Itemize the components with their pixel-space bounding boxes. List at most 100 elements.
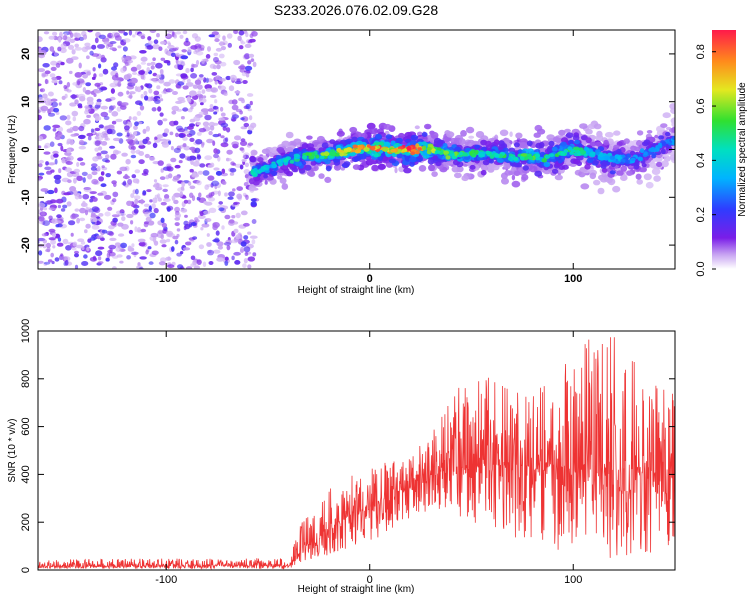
noise-cell (160, 168, 164, 173)
ridge-cell (345, 138, 353, 145)
noise-cell (180, 116, 185, 120)
noise-cell (89, 256, 98, 262)
noise-cell (180, 73, 188, 79)
noise-cell (215, 170, 223, 176)
noise-cell (66, 148, 72, 154)
noise-cell (38, 177, 42, 182)
noise-cell (180, 186, 185, 191)
noise-cell (84, 109, 89, 115)
noise-cell (239, 68, 246, 73)
noise-cell (150, 65, 155, 70)
ridge-cell (421, 132, 428, 137)
noise-cell (54, 257, 60, 262)
noise-cell (163, 81, 171, 87)
noise-cell (138, 102, 143, 106)
noise-cell (206, 138, 214, 144)
noise-cell (74, 72, 83, 78)
noise-cell (204, 184, 209, 190)
ridge-cell (288, 151, 296, 157)
noise-cell (214, 237, 220, 243)
ridge-cell (348, 152, 356, 157)
noise-cell (112, 198, 117, 203)
noise-cell (86, 71, 91, 76)
noise-cell (208, 34, 216, 38)
ridge-cell (513, 142, 520, 148)
noise-cell (175, 31, 182, 35)
noise-cell (44, 166, 52, 171)
noise-cell (217, 133, 222, 137)
noise-cell (152, 57, 156, 61)
noise-cell (226, 33, 233, 39)
noise-cell (145, 216, 152, 222)
noise-cell (94, 37, 99, 44)
ridge-cell (576, 143, 583, 149)
noise-cell (214, 99, 218, 104)
noise-cell (149, 156, 156, 161)
noise-cell (119, 260, 124, 264)
noise-cell (38, 244, 44, 248)
noise-cell (111, 214, 120, 218)
noise-cell (211, 72, 218, 76)
noise-cell (94, 127, 101, 132)
ridge-cell (449, 150, 454, 154)
ridge-cell (485, 150, 491, 155)
noise-cell (159, 176, 166, 181)
noise-cell (196, 121, 201, 126)
noise-cell (66, 201, 72, 207)
noise-cell (170, 52, 176, 57)
ridge-cell (346, 147, 352, 152)
noise-cell (168, 79, 176, 84)
ridge-cell (603, 139, 609, 146)
noise-cell (199, 163, 206, 168)
ridge-cell (613, 130, 621, 136)
noise-cell (146, 189, 152, 193)
noise-cell (189, 185, 196, 190)
noise-cell (179, 133, 184, 138)
noise-cell (147, 40, 153, 45)
noise-cell (134, 121, 139, 127)
noise-cell (171, 110, 177, 115)
noise-cell (74, 208, 80, 212)
noise-cell (55, 223, 63, 228)
ridge-cell (450, 137, 458, 144)
noise-cell (233, 30, 238, 35)
noise-cell (90, 166, 97, 171)
y-tick-label: 600 (20, 417, 32, 435)
noise-cell (75, 244, 84, 249)
noise-cell (240, 41, 246, 45)
noise-cell (134, 85, 138, 92)
noise-cell (98, 213, 104, 217)
noise-cell (178, 160, 183, 164)
ridge-cell (427, 158, 435, 165)
noise-cell (98, 124, 104, 129)
noise-cell (100, 237, 105, 242)
noise-cell (48, 215, 53, 221)
ridge-cell (451, 155, 456, 159)
noise-cell (48, 237, 56, 241)
noise-cell (45, 249, 50, 252)
ridge-cell (551, 168, 559, 174)
noise-cell (94, 82, 101, 87)
ridge-cell (382, 147, 389, 153)
noise-cell (177, 81, 185, 86)
noise-cell (228, 191, 235, 197)
ridge-cell (454, 172, 462, 179)
noise-cell (86, 114, 91, 118)
noise-cell (160, 41, 166, 45)
noise-cell (67, 44, 75, 50)
noise-cell (115, 72, 119, 78)
noise-cell (90, 216, 96, 223)
noise-cell (252, 61, 257, 68)
ridge-cell (636, 179, 643, 185)
noise-cell (165, 34, 171, 38)
ridge-cell (538, 141, 545, 149)
ridge-cell (520, 153, 528, 157)
noise-cell (213, 111, 218, 115)
noise-cell (39, 88, 44, 92)
noise-cell (138, 151, 145, 156)
ridge-cell (671, 126, 675, 133)
noise-cell (83, 187, 92, 193)
noise-cell (91, 163, 98, 168)
noise-cell (226, 149, 233, 155)
noise-cell (120, 242, 127, 249)
